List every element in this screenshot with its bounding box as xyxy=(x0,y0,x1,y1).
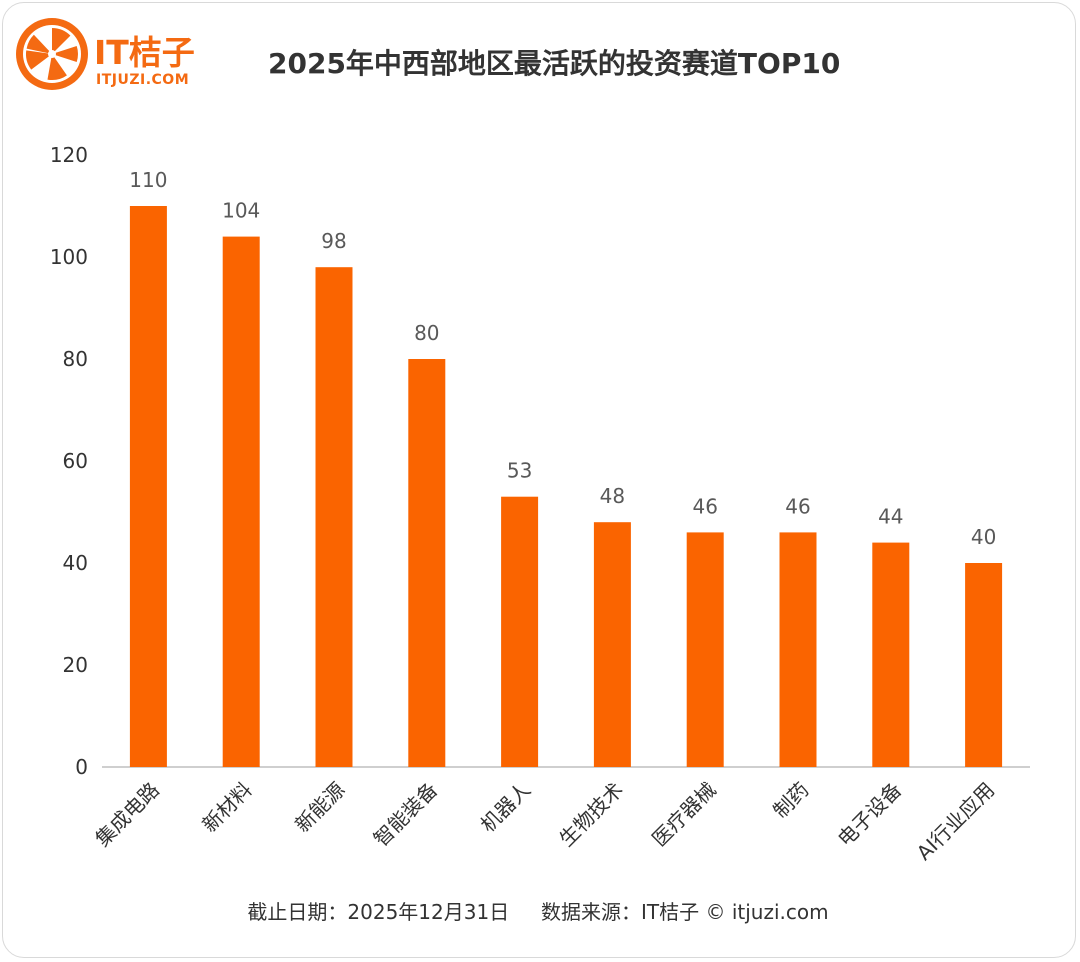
logo-name: IT桔子 xyxy=(94,33,195,72)
y-tick-label: 0 xyxy=(75,755,88,779)
data-label: 44 xyxy=(878,505,903,529)
x-tick-label: 机器人 xyxy=(476,778,535,837)
x-tick-label: 电子设备 xyxy=(833,778,907,852)
data-label: 46 xyxy=(785,494,810,518)
bar xyxy=(129,206,167,767)
x-tick-label: 制药 xyxy=(768,778,813,823)
x-tick-label: 智能装备 xyxy=(369,778,443,852)
data-label: 98 xyxy=(321,229,346,253)
y-tick-label: 40 xyxy=(63,551,88,575)
data-label: 53 xyxy=(507,459,532,483)
x-tick-label: 生物技术 xyxy=(554,778,628,852)
footer-date: 截止日期：2025年12月31日 xyxy=(247,900,510,924)
footer-source: 数据来源：IT桔子 © itjuzi.com xyxy=(541,900,829,924)
bar xyxy=(872,542,910,767)
x-tick-label: 医疗器械 xyxy=(647,778,721,852)
y-tick-label: 20 xyxy=(63,653,88,677)
bar xyxy=(222,236,260,768)
x-tick-label: AI行业应用 xyxy=(912,778,999,865)
bar xyxy=(593,522,631,767)
data-label: 110 xyxy=(129,168,167,192)
bar xyxy=(686,532,724,767)
page-title: 2025年中西部地区最活跃的投资赛道TOP10 xyxy=(268,47,841,80)
y-tick-label: 120 xyxy=(50,143,88,167)
x-tick-label: 新能源 xyxy=(290,778,349,837)
bar xyxy=(501,496,539,767)
data-label: 46 xyxy=(692,494,717,518)
bar xyxy=(408,359,446,767)
orange-slice-icon xyxy=(16,18,88,90)
bar xyxy=(779,532,817,767)
data-label: 40 xyxy=(971,525,996,549)
y-tick-label: 60 xyxy=(63,449,88,473)
data-label: 48 xyxy=(600,484,625,508)
x-tick-label: 集成电路 xyxy=(90,778,164,852)
y-tick-label: 100 xyxy=(50,245,88,269)
bar xyxy=(965,563,1003,767)
data-label: 104 xyxy=(222,199,260,223)
bar xyxy=(315,267,353,767)
chart-footer: 截止日期：2025年12月31日 数据来源：IT桔子 © itjuzi.com xyxy=(0,896,1076,925)
itjuzi-logo: IT桔子 ITJUZI.COM xyxy=(14,16,224,96)
data-label: 80 xyxy=(414,321,439,345)
y-tick-label: 80 xyxy=(63,347,88,371)
logo-domain: ITJUZI.COM xyxy=(96,72,190,88)
x-tick-label: 新材料 xyxy=(197,778,256,837)
